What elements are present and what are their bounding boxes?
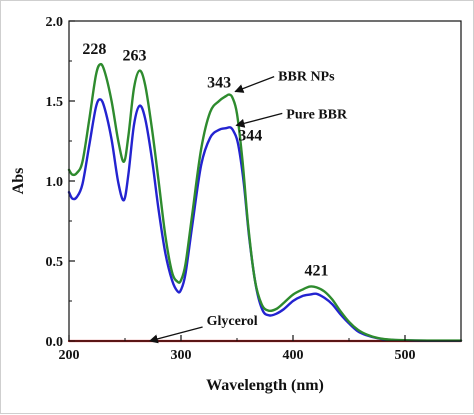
x-tick-label: 300 xyxy=(171,348,192,363)
peak-label-344: 344 xyxy=(238,127,262,144)
peak-label-421: 421 xyxy=(305,262,329,279)
y-tick-label: 0.5 xyxy=(46,255,64,270)
x-axis-title: Wavelength (nm) xyxy=(206,377,324,394)
y-tick-label: 2.0 xyxy=(46,15,64,30)
y-tick-label: 1.0 xyxy=(46,175,64,190)
x-tick-label: 500 xyxy=(395,348,416,363)
annotation-arrow xyxy=(235,112,283,128)
x-tick-label: 400 xyxy=(283,348,304,363)
peak-label-343: 343 xyxy=(207,75,231,92)
annotation-label-bbr-nps: BBR NPs xyxy=(278,70,335,85)
label-layer: 228 263 343 344 421 BBR NPs Pure BBR Glycerol xyxy=(82,41,348,344)
peak-label-228: 228 xyxy=(82,41,106,58)
tick-layer: 200 300 400 500 0.0 0.5 1.0 1.5 2.0 xyxy=(46,15,416,363)
annotation-label-glycerol: Glycerol xyxy=(207,314,258,329)
y-tick-label: 1.5 xyxy=(46,95,64,110)
annotation-arrow xyxy=(234,75,275,93)
annotation-arrow xyxy=(148,326,203,344)
peak-label-263: 263 xyxy=(123,48,147,65)
y-axis-title: Abs xyxy=(10,168,27,195)
series-line-bbr-nps xyxy=(67,62,463,342)
series-line-pure-bbr xyxy=(67,98,463,342)
y-tick-label: 0.0 xyxy=(46,335,64,350)
series-layer xyxy=(67,62,463,343)
annotation-label-pure-bbr: Pure BBR xyxy=(286,107,348,122)
x-tick-label: 200 xyxy=(59,348,80,363)
